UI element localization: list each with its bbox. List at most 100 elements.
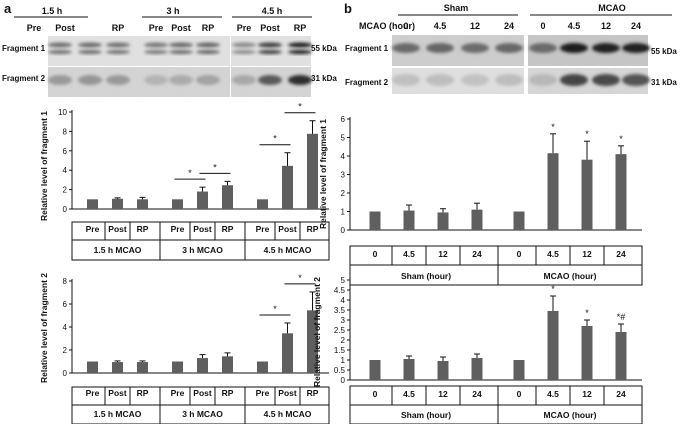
blot-a-lane-label: Post — [260, 23, 280, 33]
bar — [137, 362, 148, 373]
panel-a-label: a — [4, 1, 12, 16]
blot-b-lane-label: 0 — [540, 21, 545, 31]
bar — [257, 199, 268, 209]
y-tick-label: 4 — [63, 323, 68, 332]
x-tick-label: 0 — [373, 389, 378, 399]
blot-a-lane-label: Pre — [237, 23, 252, 33]
blot-a-band — [258, 75, 282, 85]
x-group-label: Sham (hour) — [401, 410, 451, 420]
significance-star: * — [551, 122, 555, 132]
x-tick-label: Post — [193, 224, 212, 234]
blot-b-band — [495, 43, 523, 53]
blot-b-lane-label: 0 — [403, 21, 408, 31]
blot-a-band — [78, 42, 102, 48]
x-tick-label: 24 — [616, 389, 626, 399]
x-tick-label: Pre — [171, 224, 185, 234]
bar — [437, 212, 449, 230]
x-tick-label: 0 — [517, 389, 522, 399]
x-tick-label: 4.5 — [547, 389, 559, 399]
blot-b-band — [622, 74, 650, 86]
y-axis-label: Relative level of fragment 2 — [312, 277, 322, 387]
x-group-label: 1.5 h MCAO — [94, 245, 142, 255]
significance-star: * — [298, 273, 302, 283]
bar — [172, 199, 183, 209]
y-tick-label: 3 — [341, 171, 346, 180]
bar — [547, 311, 559, 380]
blot-a-band — [196, 50, 220, 54]
x-tick-label: 0 — [373, 249, 378, 259]
y-tick-label: 5 — [341, 276, 346, 285]
x-group-label: MCAO (hour) — [544, 410, 597, 420]
blot-b-row-label: Fragment 2 — [345, 78, 389, 87]
blot-a-band — [232, 50, 256, 54]
bar — [257, 361, 268, 373]
x-group-label: 4.5 h MCAO — [264, 409, 312, 419]
blot-a-band — [196, 42, 220, 48]
significance-star: * — [585, 308, 589, 318]
bar — [403, 210, 415, 230]
x-tick-label: RP — [137, 224, 149, 234]
y-tick-label: 0 — [341, 226, 346, 235]
y-tick-label: 2 — [341, 336, 346, 345]
significance-star: * — [273, 134, 277, 144]
blot-b-lane-label: 12 — [601, 21, 611, 31]
x-group-label: 4.5 h MCAO — [264, 245, 312, 255]
bar — [222, 356, 233, 373]
bar — [615, 332, 627, 380]
blot-a-lane-label: RP — [112, 23, 125, 33]
x-tick-label: 12 — [438, 389, 448, 399]
y-tick-label: 4 — [341, 152, 346, 161]
x-group-label: MCAO (hour) — [544, 271, 597, 281]
bar — [307, 310, 318, 373]
blot-b-kda: 55 kDa — [651, 47, 677, 56]
x-group-label: 3 h MCAO — [182, 409, 223, 419]
bar — [282, 333, 293, 373]
y-tick-label: 6 — [63, 147, 68, 156]
blot-a-band — [144, 42, 168, 48]
blot-a-time-header: 4.5 h — [262, 6, 283, 16]
y-tick-label: 2.5 — [334, 326, 346, 335]
x-tick-label: Pre — [86, 388, 100, 398]
blot-b-band — [461, 74, 489, 86]
blot-b-group-header: MCAO — [598, 3, 626, 13]
x-tick-label: Post — [108, 224, 127, 234]
x-tick-label: RP — [307, 224, 319, 234]
blot-b-band — [592, 43, 620, 53]
bar — [547, 153, 559, 230]
blot-a-lane-label: RP — [202, 23, 215, 33]
blot-a-band — [144, 75, 168, 85]
x-tick-label: Pre — [256, 224, 270, 234]
blot-a-row-label: Fragment 1 — [2, 44, 46, 53]
y-tick-label: 4.5 — [334, 286, 346, 295]
x-tick-label: 12 — [582, 389, 592, 399]
bar — [282, 165, 293, 209]
bar — [172, 361, 183, 373]
x-tick-label: RP — [222, 388, 234, 398]
blot-a-band — [48, 75, 72, 85]
blot-a-band — [232, 42, 256, 48]
significance-star: * — [551, 284, 555, 294]
blot-a-lane-label: Pre — [149, 23, 164, 33]
x-tick-label: Post — [108, 388, 127, 398]
blot-b-band — [461, 43, 489, 53]
y-tick-label: 1.5 — [334, 346, 346, 355]
y-axis-label: Relative level of fragment 1 — [318, 119, 328, 229]
blot-a-lane-label: RP — [294, 23, 307, 33]
bar — [437, 361, 449, 380]
blot-b-row-label: Fragment 1 — [345, 44, 389, 53]
blot-a-band — [144, 50, 168, 54]
blot-b-lane-label: 12 — [470, 21, 480, 31]
x-group-label: 1.5 h MCAO — [94, 409, 142, 419]
x-tick-label: 0 — [517, 249, 522, 259]
blot-a-band — [232, 75, 256, 85]
x-tick-label: Pre — [86, 224, 100, 234]
y-tick-label: 2 — [63, 346, 68, 355]
category-box — [71, 221, 330, 261]
blot-a-band — [106, 50, 130, 54]
blot-b-membrane — [392, 35, 650, 94]
chart-a-fragment1: 0 2 4 6 8 10 Relative level of fragment 1 * * * * P… — [39, 102, 330, 261]
bar — [513, 360, 525, 380]
y-tick-label: 6 — [63, 300, 68, 309]
significance-star: * — [188, 168, 192, 178]
